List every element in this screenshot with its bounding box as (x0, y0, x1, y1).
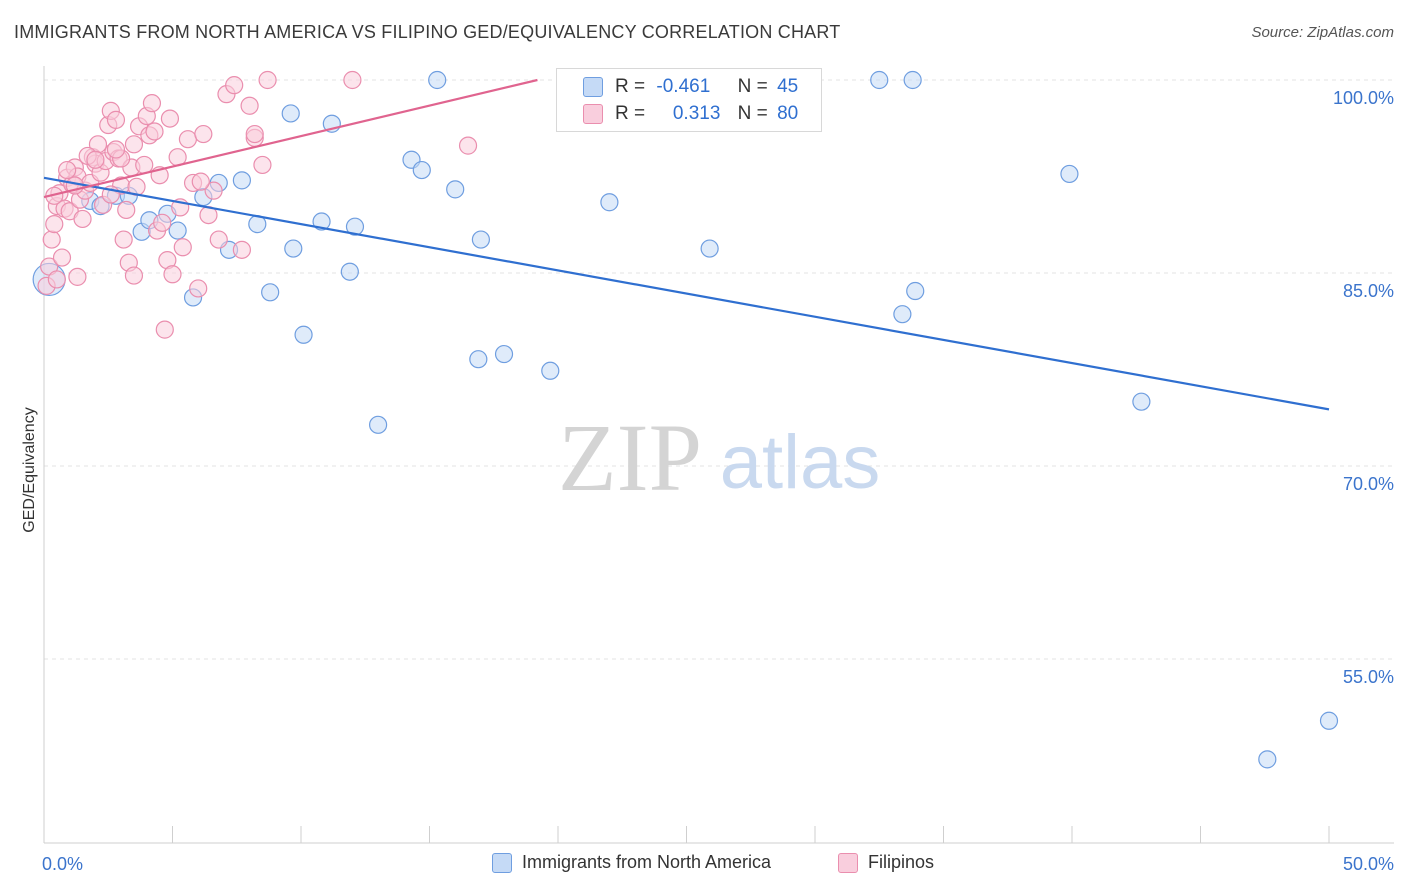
legend-item-north-america[interactable]: Immigrants from North America (492, 852, 771, 873)
data-point-north-america (494, 344, 514, 364)
legend-swatch-pink (838, 852, 858, 873)
y-tick-label: 100.0% (1333, 88, 1394, 108)
data-point-north-america (471, 230, 490, 249)
x-tick-label-start: 0.0% (42, 854, 83, 874)
data-point-north-america (345, 217, 365, 236)
data-point-north-america (428, 70, 447, 90)
data-point-filipinos (245, 124, 264, 144)
data-point-filipinos (458, 136, 478, 155)
blue-n-label: N = (737, 76, 768, 97)
data-point-filipinos (160, 109, 180, 128)
data-point-filipinos (253, 155, 272, 175)
blue-n-value: 45 (777, 76, 799, 97)
pink-n-label: N = (737, 103, 768, 124)
data-point-north-america (600, 193, 619, 212)
data-point-filipinos (232, 240, 251, 259)
legend-item-filipinos[interactable]: Filipinos (838, 852, 934, 873)
data-point-north-america (469, 350, 488, 369)
bottom-legend: Immigrants from North America Filipinos (0, 852, 1406, 878)
data-point-north-america (541, 361, 560, 380)
legend-label-north-america: Immigrants from North America (522, 852, 772, 872)
source-label: Source: ZipAtlas.com (1251, 24, 1394, 41)
data-point-north-america (232, 171, 251, 190)
data-point-filipinos (73, 209, 92, 229)
data-point-north-america (700, 239, 719, 258)
data-point-filipinos (204, 181, 223, 200)
data-point-filipinos (194, 124, 213, 144)
grid-layer (44, 79, 1394, 660)
data-point-filipinos (145, 122, 164, 141)
data-point-filipinos (173, 238, 192, 257)
y-axis-label: GED/Equivalency (21, 407, 38, 533)
y-tick-label: 55.0% (1343, 667, 1394, 687)
data-point-filipinos (106, 140, 126, 159)
data-point-north-america (1319, 711, 1339, 730)
data-point-north-america (893, 305, 912, 324)
data-point-north-america (168, 221, 187, 240)
data-point-filipinos (58, 160, 77, 180)
data-point-filipinos (42, 230, 61, 249)
watermark-zip: ZIP (558, 404, 702, 511)
data-point-north-america (284, 239, 303, 258)
data-point-north-america (412, 160, 431, 180)
data-point-filipinos (114, 230, 133, 249)
pink-r-label: R = (615, 103, 646, 124)
watermark-atlas: atlas (720, 420, 881, 505)
legend-swatch-blue (492, 852, 512, 873)
data-point-filipinos (45, 215, 64, 234)
x-tick-label-end: 50.0% (1343, 854, 1394, 874)
data-point-north-america (906, 281, 925, 301)
blue-r-label: R = (615, 76, 646, 97)
data-point-north-america (340, 262, 359, 281)
data-point-north-america (281, 104, 300, 123)
trend-line-filipinos (43, 78, 538, 199)
data-point-filipinos (191, 172, 210, 191)
data-point-north-america (261, 283, 280, 302)
trend-line-north-america (43, 176, 1330, 411)
data-point-filipinos (52, 248, 72, 267)
stats-legend: R = -0.461 N = 45 R = 0.313 N = 80 (556, 68, 822, 132)
y-tick-label: 70.0% (1343, 474, 1394, 494)
data-point-filipinos (189, 279, 208, 298)
tick-labels: 100.0% 85.0% 70.0% 55.0% 0.0% 50.0% (42, 88, 1394, 874)
data-point-filipinos (124, 135, 144, 154)
data-point-filipinos (106, 110, 126, 129)
data-point-north-america (1132, 392, 1151, 411)
data-point-filipinos (117, 200, 136, 220)
data-point-north-america (312, 212, 331, 231)
pink-n-value: 80 (777, 103, 799, 124)
data-point-filipinos (68, 267, 87, 286)
data-point-north-america (446, 180, 465, 199)
legend-label-filipinos: Filipinos (868, 852, 935, 872)
data-point-north-america (294, 325, 313, 344)
data-point-filipinos (86, 150, 105, 169)
data-point-filipinos (47, 270, 66, 289)
pink-r-value: 0.313 (672, 103, 721, 124)
blue-r-value: -0.461 (656, 76, 711, 97)
data-point-north-america (1060, 164, 1079, 184)
data-point-filipinos (225, 76, 244, 95)
y-tick-label: 85.0% (1343, 281, 1394, 301)
data-point-filipinos (155, 320, 174, 339)
data-point-filipinos (209, 230, 228, 249)
data-point-filipinos (142, 94, 162, 113)
axes-layer (43, 66, 1394, 844)
data-point-north-america (870, 70, 889, 90)
data-point-north-america (903, 70, 922, 90)
data-point-filipinos (258, 70, 277, 90)
data-point-filipinos (343, 70, 362, 90)
data-point-north-america (369, 415, 388, 434)
data-point-filipinos (178, 130, 198, 149)
chart-title: IMMIGRANTS FROM NORTH AMERICA VS FILIPIN… (14, 22, 841, 42)
watermark: ZIP atlas (558, 404, 880, 511)
trend-layer (43, 78, 1330, 411)
data-point-filipinos (124, 266, 144, 285)
data-point-filipinos (163, 265, 182, 284)
data-point-filipinos (153, 213, 172, 232)
pink-swatch (583, 104, 603, 124)
data-point-north-america (1258, 750, 1277, 769)
data-point-filipinos (240, 96, 259, 115)
blue-swatch (583, 77, 603, 97)
